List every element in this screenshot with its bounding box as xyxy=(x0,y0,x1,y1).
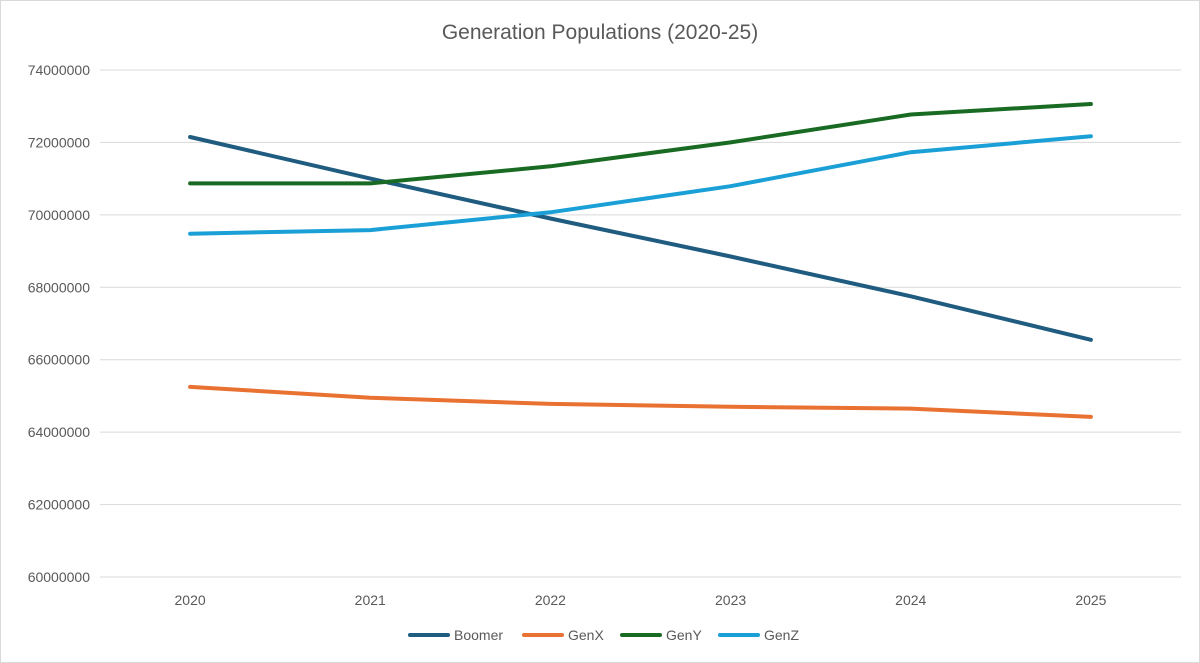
legend-label: Boomer xyxy=(454,627,503,643)
y-axis: 60000000 62000000 64000000 66000000 68000000… xyxy=(28,62,91,585)
chart-title: Generation Populations (2020-25) xyxy=(442,21,758,44)
series-line-genx xyxy=(188,384,1093,419)
series-lines xyxy=(188,102,1093,419)
legend-item-genz[interactable]: GenZ xyxy=(718,627,799,643)
y-tick-label: 64000000 xyxy=(28,424,91,440)
legend-label: GenY xyxy=(666,627,702,643)
legend-label: GenX xyxy=(568,627,604,643)
y-tick-label: 66000000 xyxy=(28,352,91,368)
x-tick-label: 2023 xyxy=(715,592,746,608)
series-line-boomer xyxy=(188,135,1093,342)
y-tick-label: 62000000 xyxy=(28,497,91,513)
legend-item-boomer[interactable]: Boomer xyxy=(408,627,503,643)
y-tick-label: 70000000 xyxy=(28,207,91,223)
y-tick-label: 60000000 xyxy=(28,569,91,585)
x-tick-label: 2024 xyxy=(895,592,926,608)
x-tick-label: 2022 xyxy=(535,592,566,608)
legend-item-geny[interactable]: GenY xyxy=(620,627,702,643)
legend: Boomer GenX GenY GenZ xyxy=(408,627,799,643)
legend-label: GenZ xyxy=(764,627,799,643)
gridlines xyxy=(100,69,1181,578)
series-line-genz xyxy=(188,134,1093,236)
x-axis: 2020 2021 2022 2023 2024 2025 xyxy=(175,592,1107,608)
y-tick-label: 72000000 xyxy=(28,134,91,150)
x-tick-label: 2025 xyxy=(1075,592,1106,608)
x-tick-label: 2020 xyxy=(175,592,206,608)
series-line-geny xyxy=(188,102,1093,186)
x-tick-label: 2021 xyxy=(355,592,386,608)
y-tick-label: 68000000 xyxy=(28,279,91,295)
legend-item-genx[interactable]: GenX xyxy=(522,627,604,643)
y-tick-label: 74000000 xyxy=(28,62,91,78)
